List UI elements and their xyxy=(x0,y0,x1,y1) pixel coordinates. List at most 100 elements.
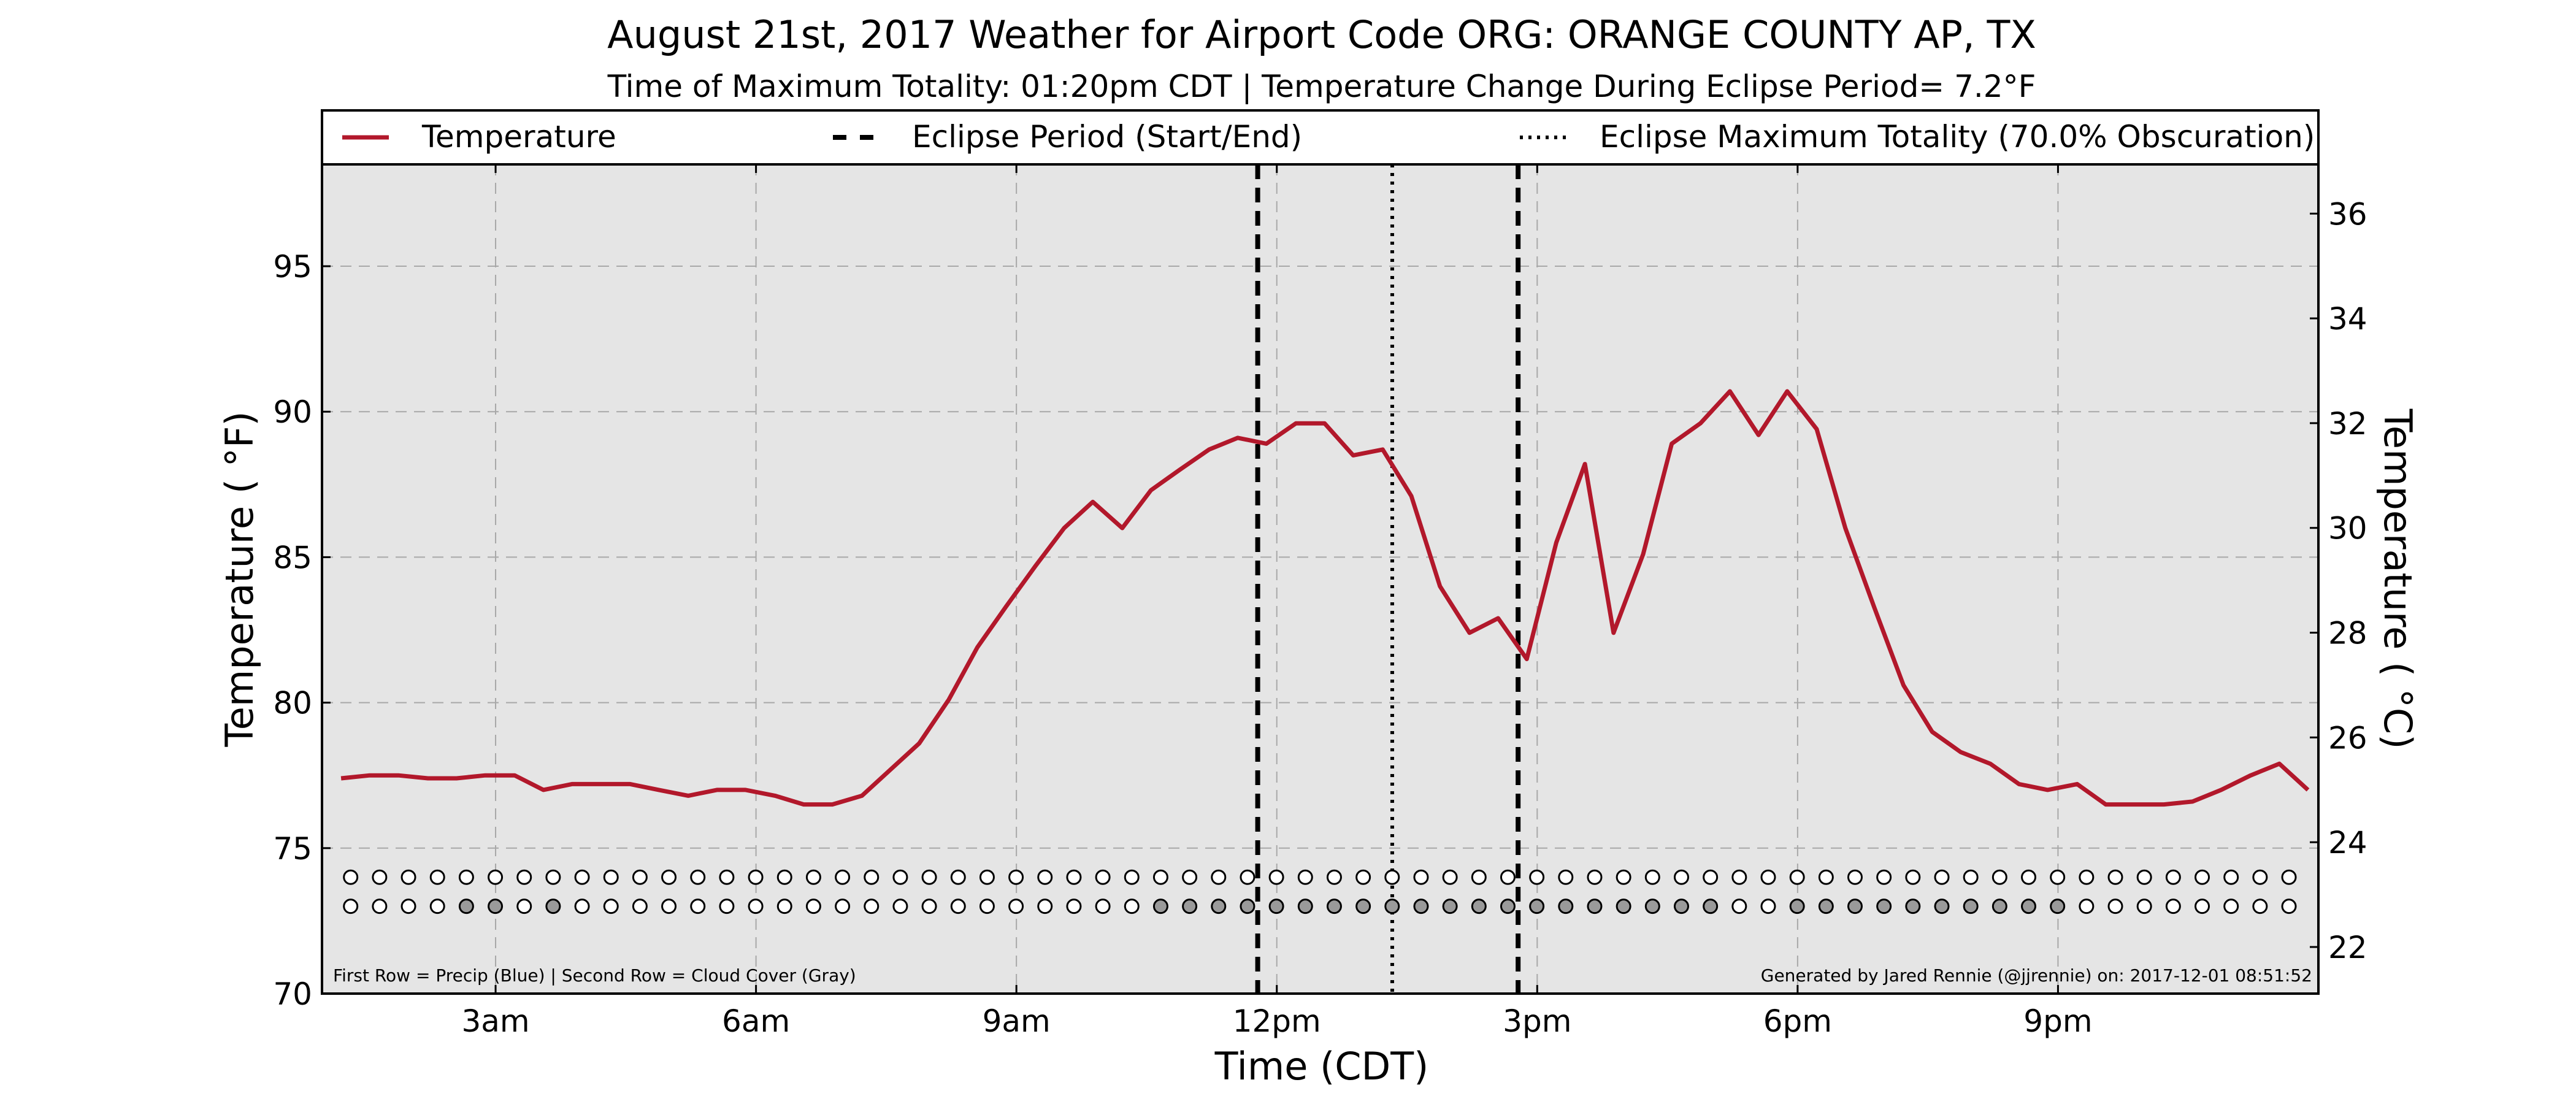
footnote-left: First Row = Precip (Blue) | Second Row =… xyxy=(333,965,856,986)
plot-border xyxy=(321,163,2320,995)
cloud-cover-marker xyxy=(1384,899,1400,914)
precip-marker xyxy=(1500,869,1516,885)
cloud-cover-marker xyxy=(2079,899,2095,914)
cloud-cover-marker xyxy=(603,899,619,914)
precip-marker xyxy=(1529,869,1545,885)
cloud-cover-marker xyxy=(1673,899,1689,914)
cloud-cover-marker xyxy=(776,899,792,914)
precip-marker xyxy=(1558,869,1574,885)
precip-marker xyxy=(864,869,880,885)
precip-marker xyxy=(2050,869,2066,885)
precip-marker xyxy=(1384,869,1400,885)
precip-marker xyxy=(1095,869,1111,885)
cloud-cover-marker xyxy=(343,899,359,914)
precip-marker xyxy=(1442,869,1458,885)
cloud-cover-marker xyxy=(979,899,995,914)
cloud-cover-marker xyxy=(516,899,532,914)
x-tick-label: 12pm xyxy=(1233,1003,1321,1039)
plot-area xyxy=(322,164,2318,994)
x-tick-label: 3pm xyxy=(1503,1003,1571,1039)
precip-marker xyxy=(574,869,590,885)
precip-marker xyxy=(1152,869,1168,885)
precip-marker xyxy=(2136,869,2152,885)
temperature-series-line xyxy=(340,389,2310,807)
cloud-cover-marker xyxy=(1934,899,1950,914)
precip-marker xyxy=(2281,869,2297,885)
cloud-cover-marker xyxy=(1124,899,1140,914)
legend-box xyxy=(321,109,2320,166)
x-tick-label: 9pm xyxy=(2023,1003,2092,1039)
cloud-cover-marker xyxy=(1008,899,1024,914)
y-tick-label-right: 36 xyxy=(2328,196,2367,232)
cloud-cover-marker xyxy=(2021,899,2037,914)
precip-marker xyxy=(950,869,966,885)
x-tick-label: 9am xyxy=(983,1003,1051,1039)
cloud-cover-marker xyxy=(2050,899,2066,914)
precip-marker xyxy=(1644,869,1660,885)
precip-marker xyxy=(343,869,359,885)
precip-marker xyxy=(1905,869,1921,885)
cloud-cover-marker xyxy=(1963,899,1979,914)
precip-marker xyxy=(1211,869,1227,885)
precip-marker xyxy=(1240,869,1255,885)
chart-subtitle-text: Time of Maximum Totality: 01:20pm CDT | … xyxy=(607,69,2003,104)
cloud-cover-marker xyxy=(835,899,851,914)
precip-marker xyxy=(545,869,561,885)
cloud-cover-marker xyxy=(661,899,677,914)
x-tick-label: 6am xyxy=(722,1003,790,1039)
cloud-cover-marker xyxy=(1789,899,1805,914)
y-tick-label-right: 28 xyxy=(2328,616,2367,651)
y-tick-label-left: 80 xyxy=(273,686,312,721)
cloud-cover-marker xyxy=(1847,899,1863,914)
precip-marker xyxy=(776,869,792,885)
precip-marker xyxy=(1182,869,1198,885)
cloud-cover-marker xyxy=(1876,899,1892,914)
y-tick-label-right: 22 xyxy=(2328,930,2367,965)
precip-marker xyxy=(2107,869,2123,885)
precip-marker xyxy=(1991,869,2007,885)
precip-marker xyxy=(1066,869,1082,885)
cloud-cover-marker xyxy=(1182,899,1198,914)
cloud-cover-marker xyxy=(1297,899,1313,914)
y-tick-label-left: 90 xyxy=(273,394,312,430)
precip-marker xyxy=(1124,869,1140,885)
precip-marker xyxy=(516,869,532,885)
precip-marker xyxy=(1037,869,1053,885)
cloud-cover-marker xyxy=(1587,899,1603,914)
cloud-cover-marker xyxy=(805,899,821,914)
x-tick-label: 6pm xyxy=(1763,1003,1832,1039)
precip-marker xyxy=(921,869,937,885)
cloud-cover-marker xyxy=(1211,899,1227,914)
cloud-cover-marker xyxy=(1529,899,1545,914)
cloud-cover-marker xyxy=(1760,899,1776,914)
series-layer xyxy=(340,389,2310,807)
precip-marker xyxy=(979,869,995,885)
cloud-cover-marker xyxy=(1991,899,2007,914)
cloud-cover-marker xyxy=(1240,899,1255,914)
precip-marker xyxy=(401,869,416,885)
precip-marker xyxy=(1471,869,1487,885)
cloud-cover-marker xyxy=(1558,899,1574,914)
cloud-cover-marker xyxy=(574,899,590,914)
y-tick-label-right: 32 xyxy=(2328,406,2367,442)
y-axis-label-left: Temperature ( °F) xyxy=(217,411,262,747)
precip-marker xyxy=(1008,869,1024,885)
precip-marker xyxy=(1876,869,1892,885)
y-tick-label-left: 70 xyxy=(273,976,312,1012)
x-axis-label: Time (CDT) xyxy=(1214,1044,1429,1089)
precip-marker xyxy=(2021,869,2037,885)
cloud-cover-marker xyxy=(2165,899,2181,914)
cloud-cover-marker xyxy=(892,899,908,914)
precip-marker xyxy=(719,869,735,885)
precip-marker xyxy=(2223,869,2239,885)
cloud-cover-marker xyxy=(401,899,416,914)
precip-marker xyxy=(1934,869,1950,885)
cloud-cover-marker xyxy=(1355,899,1371,914)
y-tick-label-left: 95 xyxy=(273,249,312,285)
precip-marker xyxy=(2165,869,2181,885)
precip-marker xyxy=(488,869,504,885)
cloud-cover-marker xyxy=(748,899,764,914)
x-tick-label: 3am xyxy=(461,1003,529,1039)
cloud-cover-marker xyxy=(719,899,735,914)
cloud-cover-marker xyxy=(1471,899,1487,914)
